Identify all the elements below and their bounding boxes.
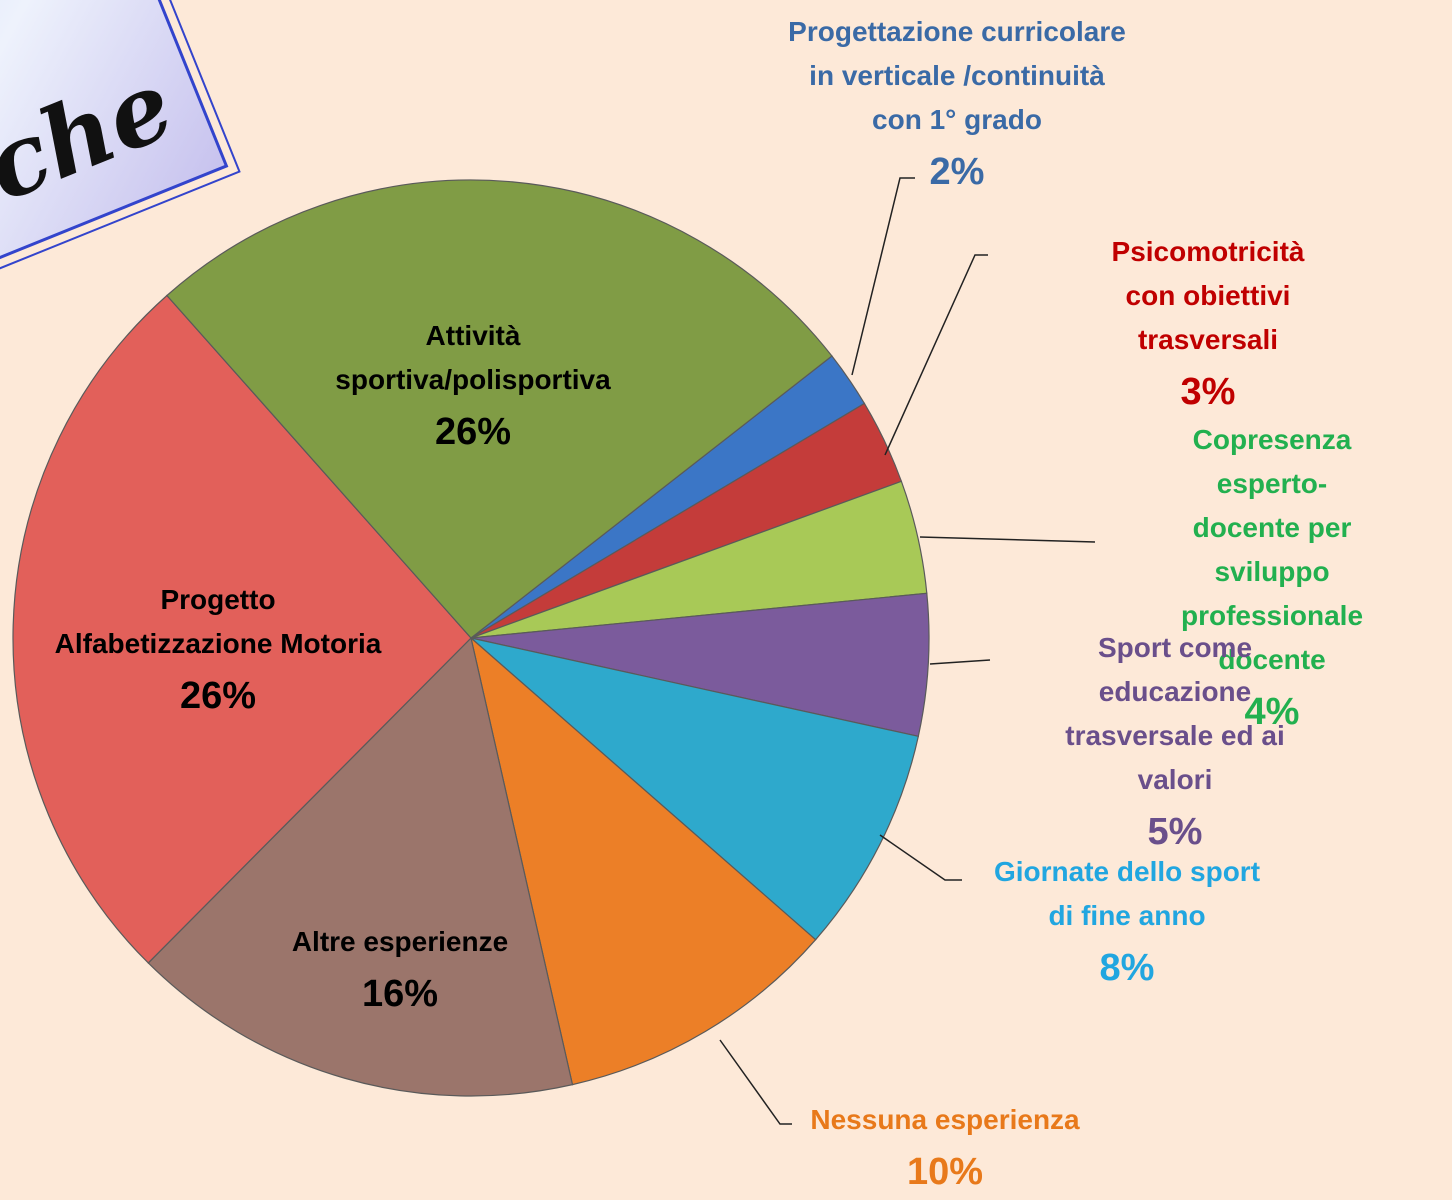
- value-label: 26%: [179, 675, 257, 717]
- category-label: Giornate dello sport di fine anno: [993, 856, 1261, 931]
- title-box-outline: [0, 0, 241, 331]
- leader-line: [919, 536, 1096, 543]
- value-label: 26%: [434, 411, 512, 453]
- category-label: Progetto Alfabetizzazione Motoria: [54, 584, 382, 659]
- leader-line: [851, 177, 915, 376]
- leader-line: [884, 254, 988, 456]
- slice-label: Copresenza esperto- docente per sviluppo…: [1181, 418, 1363, 740]
- value-label: 16%: [361, 973, 439, 1015]
- pie-slice: [147, 636, 574, 1097]
- pie-slice: [166, 179, 833, 639]
- category-label: Nessuna esperienza: [810, 1104, 1080, 1135]
- slice-label: Attività sportiva/polisportiva 26%: [335, 314, 610, 460]
- pie-slice: [470, 636, 817, 1086]
- slice-label: Sport come educazione trasversale ed ai …: [1037, 626, 1314, 860]
- category-label: Attività sportiva/polisportiva: [335, 320, 611, 395]
- slice-label: Psicomotricità con obiettivi trasversali…: [1086, 230, 1330, 420]
- category-label: Copresenza esperto- docente per sviluppo…: [1180, 424, 1364, 675]
- leader-line: [929, 659, 991, 665]
- value-label: 5%: [1147, 811, 1203, 853]
- pie-slice: [470, 592, 930, 738]
- slice-label: Altre esperienze 16%: [292, 920, 508, 1022]
- pie-slice: [12, 294, 472, 964]
- category-label: Sport come educazione trasversale ed ai …: [1065, 632, 1285, 795]
- pie-slice: [470, 637, 920, 941]
- value-label: 4%: [1244, 691, 1300, 733]
- value-label: 3%: [1180, 371, 1236, 413]
- leader-line: [719, 1039, 792, 1125]
- category-label: Psicomotricità con obiettivi trasversali: [1111, 236, 1305, 355]
- slice-label: Progettazione curricolare in verticale /…: [788, 10, 1126, 200]
- slice-label: Nessuna esperienza 10%: [810, 1098, 1079, 1200]
- title-box-frame: [0, 0, 229, 318]
- category-label: Progettazione curricolare in verticale /…: [788, 16, 1126, 135]
- value-label: 8%: [1099, 947, 1155, 989]
- leader-line: [879, 834, 962, 881]
- title-box: e che: [0, 0, 241, 331]
- slice-label: Progetto Alfabetizzazione Motoria 26%: [55, 578, 382, 724]
- slice-label: Giornate dello sport di fine anno 8%: [994, 850, 1260, 996]
- category-label: Altre esperienze: [291, 926, 509, 957]
- value-label: 2%: [929, 151, 985, 193]
- value-label: 10%: [906, 1151, 984, 1193]
